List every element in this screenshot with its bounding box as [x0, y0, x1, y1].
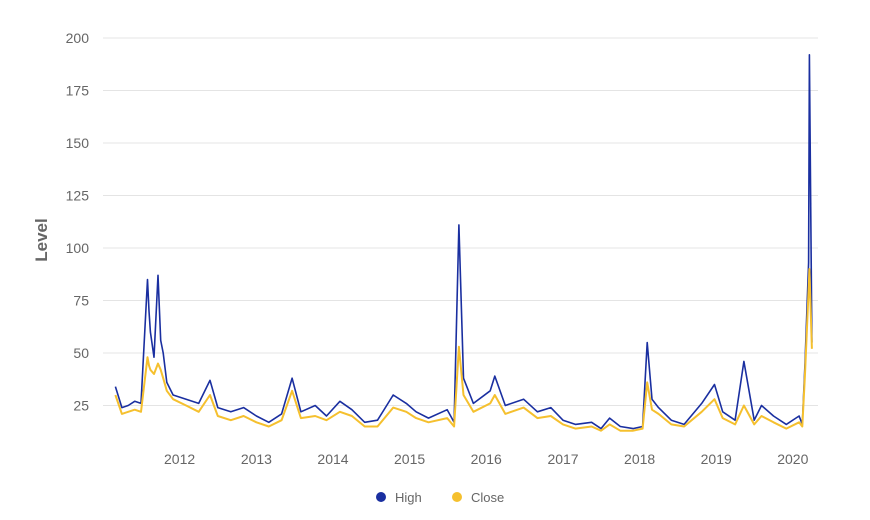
y-tick-label: 100 — [66, 240, 90, 256]
x-axis-ticks: 2012 2013 2014 2015 2016 2017 2018 2019 2020 — [164, 451, 809, 467]
y-tick-label: 25 — [73, 398, 89, 414]
x-tick-label: 2017 — [547, 451, 578, 467]
series-line-high — [114, 53, 813, 430]
y-tick-label: 50 — [73, 345, 89, 361]
x-tick-label: 2018 — [624, 451, 655, 467]
legend: High Close — [376, 490, 504, 505]
series-lines — [114, 53, 813, 432]
y-tick-label: 200 — [66, 30, 90, 46]
x-tick-label: 2019 — [701, 451, 732, 467]
legend-label-close: Close — [471, 490, 504, 505]
x-tick-label: 2014 — [317, 451, 348, 467]
x-tick-label: 2012 — [164, 451, 195, 467]
series-line-close — [114, 268, 813, 432]
y-axis-label: Level — [32, 218, 51, 261]
legend-label-high: High — [395, 490, 422, 505]
legend-marker-close — [452, 492, 462, 502]
x-tick-label: 2013 — [241, 451, 272, 467]
legend-item-high[interactable]: High — [376, 490, 422, 505]
x-tick-label: 2020 — [777, 451, 808, 467]
gridlines — [103, 37, 818, 406]
y-tick-label: 75 — [73, 293, 89, 309]
y-tick-label: 175 — [66, 83, 90, 99]
legend-item-close[interactable]: Close — [452, 490, 504, 505]
y-tick-label: 150 — [66, 135, 90, 151]
x-tick-label: 2016 — [471, 451, 502, 467]
legend-marker-high — [376, 492, 386, 502]
x-tick-label: 2015 — [394, 451, 425, 467]
y-axis-ticks: 25 50 75 100 125 150 175 200 — [66, 30, 90, 414]
y-tick-label: 125 — [66, 188, 90, 204]
